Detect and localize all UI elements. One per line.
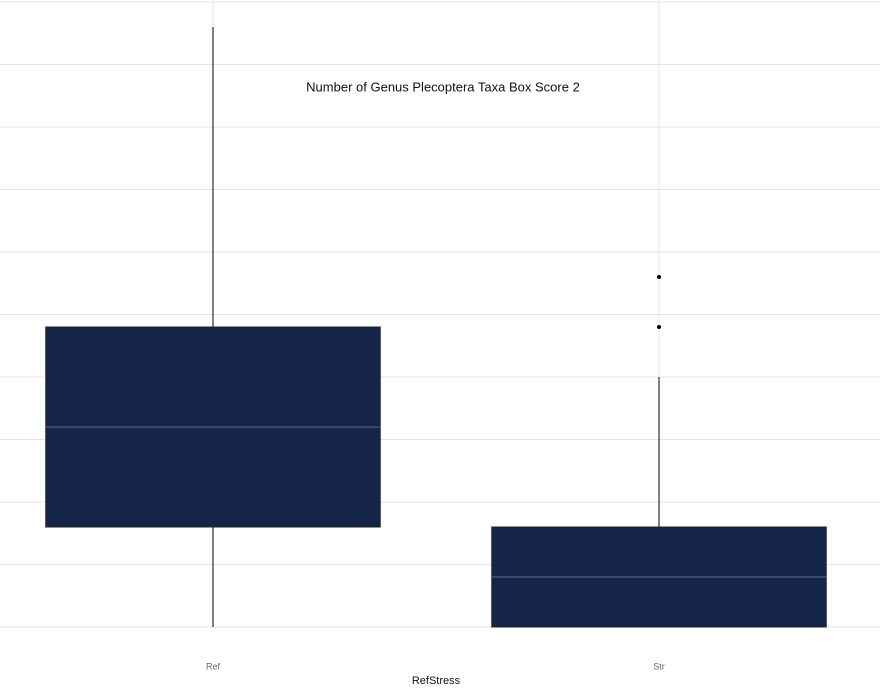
x-tick-label: Str [653,661,665,671]
outlier [657,325,661,329]
chart-title: Number of Genus Plecoptera Taxa Box Scor… [306,79,580,94]
outlier [657,275,661,279]
x-axis-label: RefStress [412,675,461,687]
x-tick-label: Ref [206,661,221,671]
